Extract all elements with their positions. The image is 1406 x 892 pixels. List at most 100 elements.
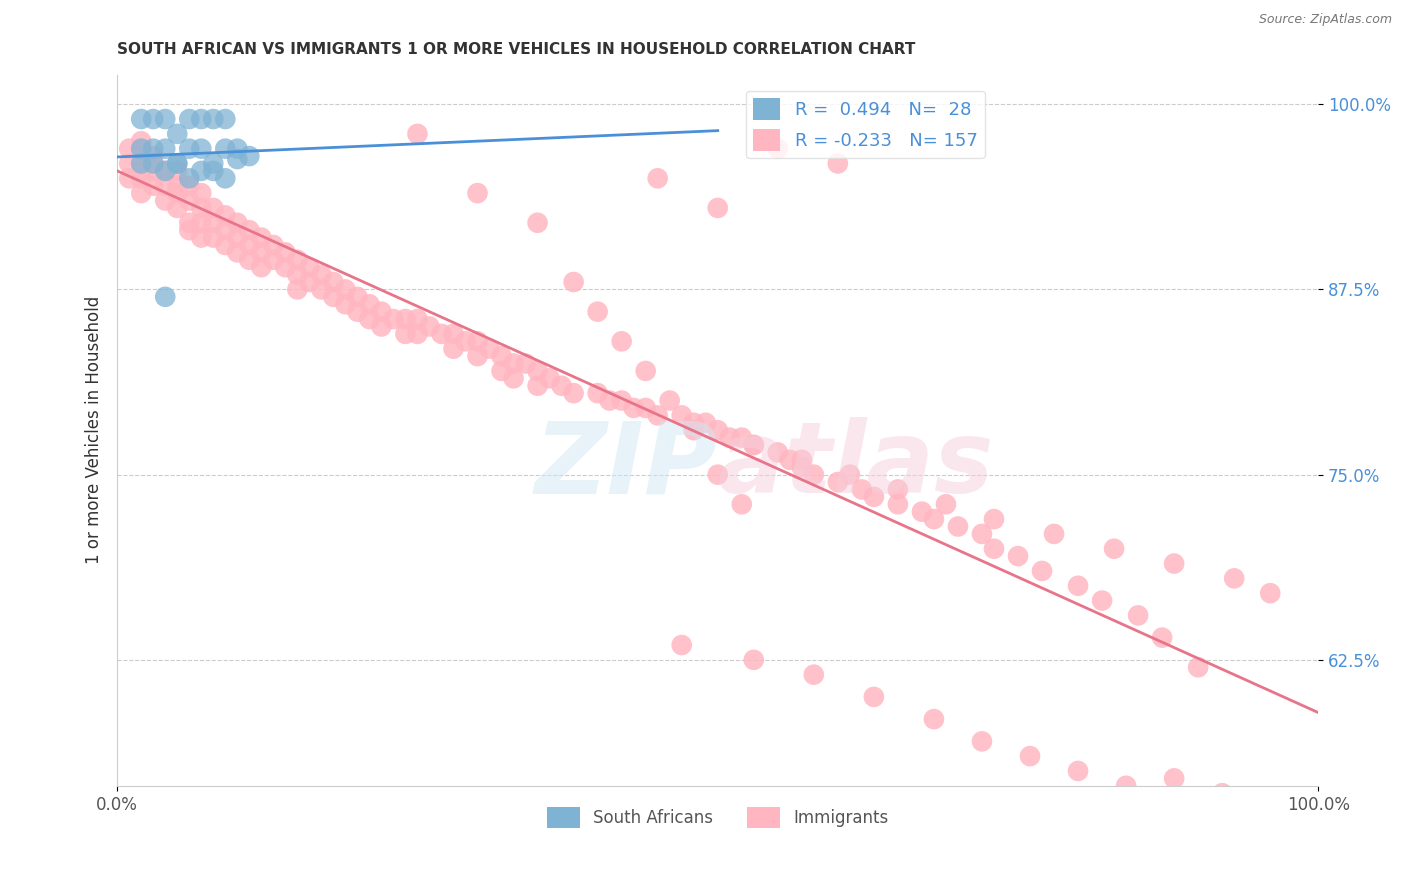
Point	[610, 334, 633, 349]
Point	[467, 334, 489, 349]
Point	[118, 171, 141, 186]
Point	[671, 409, 693, 423]
Point	[214, 208, 236, 222]
Point	[634, 401, 657, 415]
Point	[610, 393, 633, 408]
Point	[202, 230, 225, 244]
Point	[155, 194, 177, 208]
Point	[370, 319, 392, 334]
Point	[515, 357, 537, 371]
Point	[129, 134, 152, 148]
Point	[1163, 557, 1185, 571]
Point	[155, 290, 177, 304]
Point	[634, 364, 657, 378]
Point	[142, 142, 165, 156]
Point	[1126, 608, 1149, 623]
Point	[766, 445, 789, 459]
Point	[262, 252, 284, 267]
Point	[298, 260, 321, 275]
Point	[166, 201, 188, 215]
Point	[935, 497, 957, 511]
Point	[262, 238, 284, 252]
Point	[370, 304, 392, 318]
Point	[346, 290, 368, 304]
Point	[142, 156, 165, 170]
Point	[491, 364, 513, 378]
Text: SOUTH AFRICAN VS IMMIGRANTS 1 OR MORE VEHICLES IN HOUSEHOLD CORRELATION CHART: SOUTH AFRICAN VS IMMIGRANTS 1 OR MORE VE…	[117, 42, 915, 57]
Point	[742, 438, 765, 452]
Point	[526, 364, 548, 378]
Point	[190, 186, 212, 201]
Point	[526, 378, 548, 392]
Point	[695, 416, 717, 430]
Point	[142, 156, 165, 170]
Point	[1223, 571, 1246, 585]
Point	[538, 371, 561, 385]
Point	[250, 245, 273, 260]
Point	[502, 371, 524, 385]
Point	[394, 326, 416, 341]
Point	[1019, 749, 1042, 764]
Point	[190, 112, 212, 126]
Point	[166, 156, 188, 170]
Point	[166, 164, 188, 178]
Point	[790, 452, 813, 467]
Text: Source: ZipAtlas.com: Source: ZipAtlas.com	[1258, 13, 1392, 27]
Point	[214, 223, 236, 237]
Point	[129, 171, 152, 186]
Point	[155, 142, 177, 156]
Point	[311, 268, 333, 282]
Point	[863, 490, 886, 504]
Point	[983, 512, 1005, 526]
Point	[226, 245, 249, 260]
Point	[779, 452, 801, 467]
Point	[946, 519, 969, 533]
Point	[406, 127, 429, 141]
Point	[731, 497, 754, 511]
Point	[214, 112, 236, 126]
Point	[202, 156, 225, 170]
Point	[190, 164, 212, 178]
Point	[970, 527, 993, 541]
Point	[647, 409, 669, 423]
Point	[129, 156, 152, 170]
Point	[382, 312, 405, 326]
Point	[155, 164, 177, 178]
Point	[467, 349, 489, 363]
Point	[1007, 549, 1029, 563]
Point	[250, 260, 273, 275]
Point	[1091, 593, 1114, 607]
Point	[863, 690, 886, 704]
Point	[491, 349, 513, 363]
Point	[1067, 579, 1090, 593]
Point	[155, 178, 177, 193]
Point	[155, 164, 177, 178]
Point	[406, 326, 429, 341]
Point	[335, 282, 357, 296]
Legend: South Africans, Immigrants: South Africans, Immigrants	[540, 801, 896, 834]
Point	[706, 467, 728, 482]
Point	[647, 171, 669, 186]
Point	[285, 282, 308, 296]
Point	[562, 386, 585, 401]
Point	[1043, 527, 1066, 541]
Point	[226, 142, 249, 156]
Point	[766, 142, 789, 156]
Point	[623, 401, 645, 415]
Point	[226, 230, 249, 244]
Point	[406, 312, 429, 326]
Text: ZIP: ZIP	[534, 417, 717, 515]
Point	[887, 483, 910, 497]
Point	[803, 467, 825, 482]
Point	[887, 497, 910, 511]
Point	[166, 156, 188, 170]
Point	[179, 112, 201, 126]
Point	[851, 483, 873, 497]
Point	[179, 142, 201, 156]
Point	[129, 112, 152, 126]
Point	[311, 282, 333, 296]
Point	[682, 423, 704, 437]
Point	[706, 423, 728, 437]
Point	[118, 142, 141, 156]
Point	[274, 260, 297, 275]
